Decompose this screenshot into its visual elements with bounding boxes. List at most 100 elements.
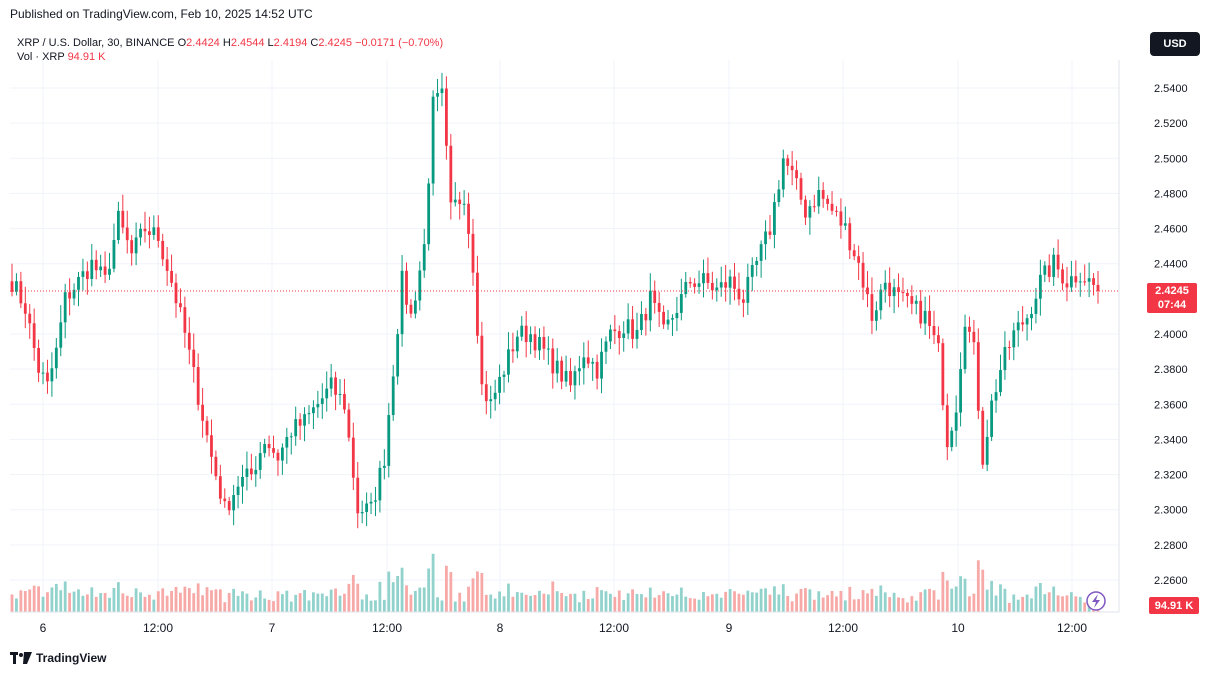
volume-bar: [728, 589, 732, 612]
candle-body: [795, 170, 798, 179]
volume-bar: [830, 591, 834, 612]
volume-bar: [790, 601, 794, 612]
volume-bar: [210, 590, 213, 612]
candle-body: [693, 283, 697, 287]
footer-brand[interactable]: TradingView: [10, 651, 106, 665]
candle-body: [1038, 274, 1042, 299]
candle-body: [843, 223, 847, 226]
time-axis[interactable]: 6 12:00 7 12:00 8 12:00 9 12:00 10 12:00: [40, 621, 1088, 635]
candle-body: [165, 259, 169, 271]
volume-bar: [449, 572, 453, 612]
candle-body: [520, 325, 524, 337]
candle-body: [498, 376, 501, 393]
volume-bar: [609, 593, 612, 612]
volume-bar: [897, 597, 900, 612]
last-price-tag: 2.4245 07:44: [1147, 282, 1197, 313]
candle-body: [985, 436, 989, 465]
volume-bar: [507, 583, 510, 612]
volume-bar: [480, 573, 484, 612]
candle-body: [524, 325, 528, 343]
volume-bar: [325, 596, 329, 612]
candle-body: [808, 206, 812, 218]
candle-body: [476, 272, 479, 336]
candle-body: [374, 500, 377, 502]
volume-bar: [843, 600, 847, 612]
candle-body: [546, 348, 550, 350]
candle-body: [325, 388, 329, 399]
volume-bar: [799, 588, 803, 612]
volume-bar: [19, 590, 23, 612]
volume-bar: [285, 590, 289, 612]
volume-bar: [693, 598, 697, 612]
volume-bar: [263, 598, 267, 612]
candle-body: [688, 282, 692, 284]
volume-bar: [276, 591, 280, 612]
volume-bar: [320, 593, 324, 612]
candle-body: [613, 329, 617, 332]
volume-bar: [303, 589, 306, 612]
candle-body: [210, 435, 213, 457]
symbol-title[interactable]: XRP / U.S. Dollar, 30, BINANCE: [17, 37, 175, 49]
candle-body: [706, 273, 710, 283]
volume-bar: [374, 600, 377, 612]
candle-body: [156, 227, 160, 241]
grid-lines: [10, 60, 1119, 612]
volume-bar: [396, 575, 400, 612]
candle-body: [245, 468, 249, 477]
currency-button[interactable]: USD: [1150, 32, 1200, 56]
volume-bar: [152, 599, 156, 612]
candle-body: [54, 347, 58, 369]
volume-bar: [245, 593, 249, 612]
volume-bar: [54, 583, 58, 612]
candle-body: [201, 404, 205, 421]
candle-body: [870, 294, 874, 321]
volume-bar: [901, 598, 905, 612]
volume-bar: [218, 589, 222, 612]
candle-body: [702, 273, 705, 284]
candle-body: [1087, 278, 1091, 282]
volume-label[interactable]: Vol · XRP: [17, 51, 65, 63]
price-tick-label: 2.2600: [1154, 575, 1188, 587]
candle-body: [839, 211, 843, 226]
volume-bar: [542, 593, 546, 612]
volume-bar: [143, 596, 147, 612]
candle-body: [15, 281, 18, 292]
volume-bar: [750, 592, 754, 612]
candle-body: [1012, 330, 1016, 348]
volume-bar: [59, 590, 63, 612]
candle-body: [99, 266, 103, 271]
candle-body: [737, 288, 741, 300]
volume-bar: [804, 588, 807, 612]
candle-body: [103, 266, 107, 275]
volume-bar: [586, 599, 590, 612]
volume-bar: [232, 588, 236, 612]
candle-body: [360, 512, 364, 514]
volume-bar: [267, 599, 271, 612]
candle-body: [533, 334, 537, 351]
candle-body: [968, 326, 971, 332]
time-tick-label: 7: [269, 621, 276, 635]
candle-body: [32, 323, 36, 348]
candle-body: [835, 210, 838, 212]
volume-bar: [378, 581, 382, 612]
lightning-icon[interactable]: [1086, 591, 1106, 611]
volume-bar: [391, 582, 395, 612]
candle-body: [666, 319, 670, 325]
volume-bar: [121, 593, 125, 612]
volume-bar: [719, 597, 723, 612]
volume-bar: [640, 594, 643, 612]
candle-body: [236, 486, 240, 495]
candle-body: [994, 392, 998, 401]
candle-body: [285, 437, 289, 448]
volume-bar: [569, 593, 572, 612]
volume-bar: [821, 597, 825, 612]
candle-body: [387, 415, 391, 466]
volume-bar: [41, 596, 45, 612]
volume-bar: [591, 598, 595, 612]
candle-body: [351, 437, 355, 478]
volume-bar: [808, 589, 812, 612]
price-axis[interactable]: 2.5400 2.5200 2.5000 2.4800 2.4600 2.4400 2.40…: [1154, 83, 1188, 587]
price-tick-label: 2.3200: [1154, 470, 1188, 482]
candle-body: [741, 299, 745, 303]
